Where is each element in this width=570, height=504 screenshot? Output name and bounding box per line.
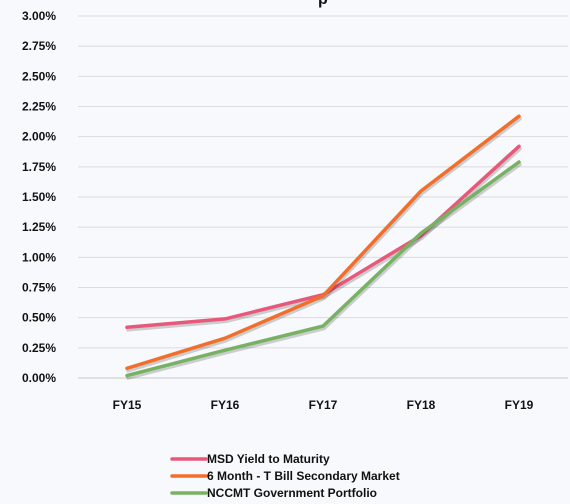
x-tick-label: FY19 [505, 398, 534, 412]
y-tick-label: 0.50% [22, 311, 56, 325]
chart-title-fragment: p [318, 0, 328, 8]
legend-label: 6 Month - T Bill Secondary Market [207, 469, 400, 483]
series-lines [125, 114, 522, 380]
legend-label: NCCMT Government Portfolio [207, 486, 377, 500]
y-tick-label: 0.25% [22, 341, 56, 355]
y-tick-label: 0.75% [22, 281, 56, 295]
y-tick-label: 2.75% [22, 39, 56, 53]
x-tick-label: FY16 [211, 398, 240, 412]
y-tick-label: 1.75% [22, 160, 56, 174]
x-tick-label: FY18 [407, 398, 436, 412]
legend: MSD Yield to Maturity 6 Month - T Bill Se… [170, 452, 400, 500]
y-tick-label: 2.50% [22, 69, 56, 83]
y-tick-label: 0.00% [22, 371, 56, 385]
series-line-shadow [126, 116, 522, 373]
y-tick-label: 3.00% [22, 9, 56, 23]
x-tick-label: FY15 [113, 398, 142, 412]
series-line-3 [125, 160, 521, 378]
gridlines [78, 15, 568, 379]
y-tick-label: 1.50% [22, 190, 56, 204]
y-tick-label: 1.25% [22, 220, 56, 234]
y-tick-label: 2.00% [22, 130, 56, 144]
x-tick-label: FY17 [309, 398, 338, 412]
y-axis: 0.00% 0.25% 0.50% 0.75% 1.00% 1.25% 1.50% 1.75%… [22, 9, 56, 385]
series-line-2 [125, 114, 521, 371]
legend-label: MSD Yield to Maturity [207, 452, 330, 466]
x-axis: FY15 FY16 FY17 FY18 FY19 [113, 398, 534, 412]
y-tick-label: 1.00% [22, 250, 56, 264]
y-tick-label: 2.25% [22, 100, 56, 114]
series-line-shadow [126, 162, 522, 380]
